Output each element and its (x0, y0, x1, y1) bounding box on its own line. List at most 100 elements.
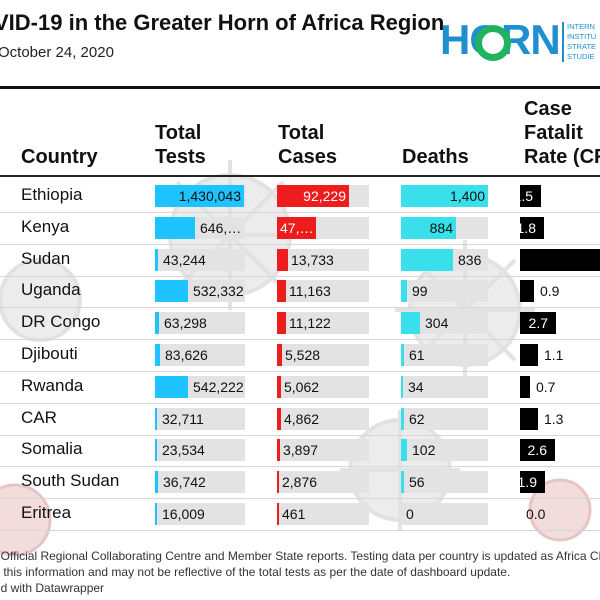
tests-bar-track (155, 407, 245, 430)
cases-bar-track (277, 280, 369, 303)
deaths-value: 1,400 (449, 188, 485, 204)
cases-value: 461 (282, 506, 306, 522)
deaths-value: 836 (458, 251, 482, 268)
logo-sub-line: INSTITU (567, 32, 597, 41)
column-header-tests-line: Total (155, 122, 202, 144)
cfr-bar (520, 248, 600, 271)
column-header-cases-line: Total (278, 122, 325, 144)
deaths-bar (401, 471, 404, 494)
cases-cell: 92,229 (277, 185, 369, 207)
column-header-tests-line: Tests (155, 146, 206, 168)
horn-logo: HORN INTERN INSTITU STRATE STUDIE (440, 22, 600, 62)
cases-cell: 5,528 (277, 344, 369, 366)
table-row: Kenya 646,3... 47,8... 884 1.8 (0, 213, 600, 245)
cfr-bar (520, 471, 545, 494)
tests-value: 23,534 (162, 442, 205, 459)
cases-bar (277, 280, 286, 303)
deaths-cell: 836 (401, 248, 488, 271)
tests-value: 36,742 (163, 474, 206, 491)
deaths-cell: 62 (401, 407, 488, 430)
country-name: Eritrea (21, 503, 72, 522)
table-row: South Sudan 36,742 2,876 56 1.9 (0, 467, 600, 500)
column-header-cases-line: Cases (278, 146, 337, 168)
cases-bar (277, 407, 281, 430)
cfr-value: 1.8 (516, 219, 536, 236)
deaths-bar-track (401, 280, 488, 303)
tests-cell: 23,534 (155, 439, 245, 462)
tests-cell: 63,298 (155, 312, 245, 335)
tests-value: 32,711 (162, 410, 204, 427)
cases-cell: 13,733 (277, 248, 369, 271)
cases-bar-track (277, 471, 369, 494)
tests-value: 1,430,043 (178, 188, 241, 204)
cases-cell: 4,862 (277, 407, 369, 430)
deaths-value: 34 (408, 378, 424, 395)
cfr-value: 0.7 (536, 378, 556, 395)
deaths-value: 61 (409, 347, 425, 363)
cases-bar (277, 375, 281, 398)
table-row: Ethiopia 1,430,043 92,229 1,400 1.5 (0, 181, 600, 213)
logo-sub-line: STUDIE (567, 52, 595, 61)
tests-cell: 43,244 (155, 248, 245, 271)
column-header-tests: Total Tests (155, 121, 206, 169)
deaths-cell: 304 (401, 312, 488, 335)
cases-bar (277, 503, 279, 525)
footnote-line: ed with Datawrapper (0, 581, 105, 595)
column-header-country: Country (21, 146, 98, 168)
cfr-value: 2.7 (528, 315, 548, 332)
deaths-bar-track (401, 439, 488, 462)
tests-bar (155, 471, 158, 494)
cfr-cell: 2.6 (520, 439, 600, 462)
tests-value: 532,332 (193, 283, 244, 300)
country-name: Sudan (21, 248, 71, 268)
tests-bar (155, 407, 157, 430)
tests-bar (155, 248, 158, 271)
source-footnote: : Official Regional Collaborating Centre… (0, 548, 600, 596)
tests-cell: 83,626 (155, 344, 245, 366)
cases-cell: 5,062 (277, 375, 369, 398)
cases-bar (277, 439, 280, 462)
tests-cell: 646,3... (155, 216, 245, 239)
cases-bar-track (277, 503, 369, 525)
report-date: October 24, 2020 (0, 44, 114, 61)
table-row: Sudan 43,244 13,733 836 (0, 245, 600, 277)
deaths-cell: 99 (401, 280, 488, 303)
country-name: Uganda (21, 280, 81, 300)
tests-bar (155, 503, 157, 525)
header-divider (0, 86, 600, 89)
deaths-cell: 0 (401, 503, 488, 525)
column-header-deaths: Deaths (402, 146, 469, 168)
table-row: DR Congo 63,298 11,122 304 2.7 (0, 308, 600, 341)
cases-value: 2,876 (282, 474, 318, 491)
deaths-cell: 1,400 (401, 185, 488, 207)
deaths-bar-track (401, 312, 488, 335)
deaths-bar (401, 344, 404, 366)
table-row: Uganda 532,332 11,163 99 0.9 (0, 276, 600, 309)
country-name: Somalia (21, 439, 83, 459)
deaths-bar (401, 375, 403, 398)
cases-bar (277, 216, 316, 239)
tests-bar-track (155, 439, 245, 462)
deaths-value: 0 (406, 506, 414, 522)
cfr-cell: 1.9 (517, 471, 600, 494)
deaths-bar (401, 439, 407, 462)
column-header-cfr-line: Case (524, 98, 572, 120)
cases-cell: 461 (277, 503, 369, 525)
tests-bar (155, 312, 159, 335)
tests-cell: 36,742 (155, 471, 245, 494)
tests-bar-track (155, 312, 245, 335)
deaths-bar-track (401, 375, 488, 398)
cfr-value: 2.6 (527, 442, 547, 459)
cfr-cell: 1.5 (514, 185, 600, 207)
tests-value: 542,222 (193, 378, 244, 395)
deaths-cell: 34 (401, 375, 488, 398)
tests-bar (155, 216, 195, 239)
logo-subtitle: INTERN INSTITU STRATE STUDIE (562, 22, 600, 62)
tests-bar-track (155, 248, 245, 271)
deaths-bar-track (401, 344, 488, 366)
cases-cell: 2,876 (277, 471, 369, 494)
tests-value: 43,244 (163, 251, 206, 268)
logo-ring-mark (475, 25, 511, 61)
cases-bar-track (277, 439, 369, 462)
cfr-value: 1.9 (517, 474, 537, 491)
